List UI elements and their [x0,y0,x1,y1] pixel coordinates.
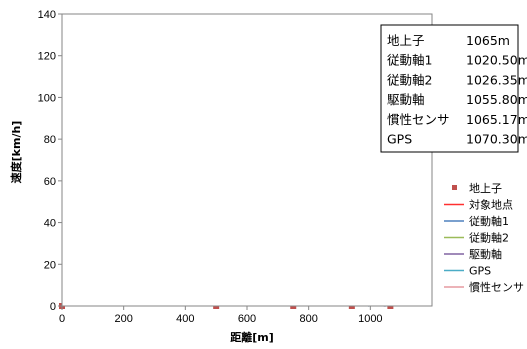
legend-entry: 駆動軸 [469,247,502,261]
annotation-value: 1055.80m [466,92,527,107]
y-axis-label: 速度[km/h] [9,121,23,184]
annotation-value: 1070.30m [466,132,527,147]
y-tick-label: 0 [50,301,56,313]
annotation-label: 従動軸2 [387,72,432,87]
annotation-label: 地上子 [387,33,425,48]
annotation-label: 駆動軸 [387,92,425,107]
x-tick-label: 1000 [358,313,382,325]
annotation-label: 慣性センサ [387,112,450,127]
annotation-value: 1065m [466,33,510,48]
annotation-value: 1020.50m [466,53,527,68]
annotation-value: 1065.17m [466,112,527,127]
legend-entry: 慣性センサ [469,280,524,294]
y-tick-label: 120 [38,51,56,63]
legend-swatch-marker [452,185,457,190]
y-tick-label: 100 [38,92,56,104]
x-tick-label: 0 [59,313,65,325]
legend-entry: 対象地点 [469,198,513,212]
x-axis-label: 距離[m] [230,330,274,344]
annotation-box: 地上子 1065m 従動軸1 1020.50m 従動軸2 1026.35m 駆動軸 1055.… [380,24,527,153]
y-tick-label: 20 [44,259,56,271]
legend-entry: 地上子 [469,182,502,195]
legend-entry: 従動軸2 [469,231,509,245]
legend-entry: GPS [469,265,491,278]
y-tick-label: 40 [44,218,56,230]
annotation-value: 1026.35m [466,72,527,87]
tick-labels: 0 20 40 60 80 100 120 140 0 200 400 600 800 1000 [38,9,383,325]
annotation-label: GPS [387,132,412,147]
annotation-label: 従動軸1 [387,53,432,68]
y-tick-label: 80 [44,134,56,146]
x-tick-label: 200 [114,313,132,325]
x-tick-label: 800 [299,313,317,325]
y-tick-label: 60 [44,176,56,188]
annotation-frame [380,24,519,153]
axes [58,13,433,310]
legend-entry: 従動軸1 [469,214,509,228]
y-tick-label: 140 [38,9,56,21]
x-tick-label: 600 [238,313,256,325]
x-tick-label: 400 [176,313,194,325]
plot-frame [61,13,433,307]
